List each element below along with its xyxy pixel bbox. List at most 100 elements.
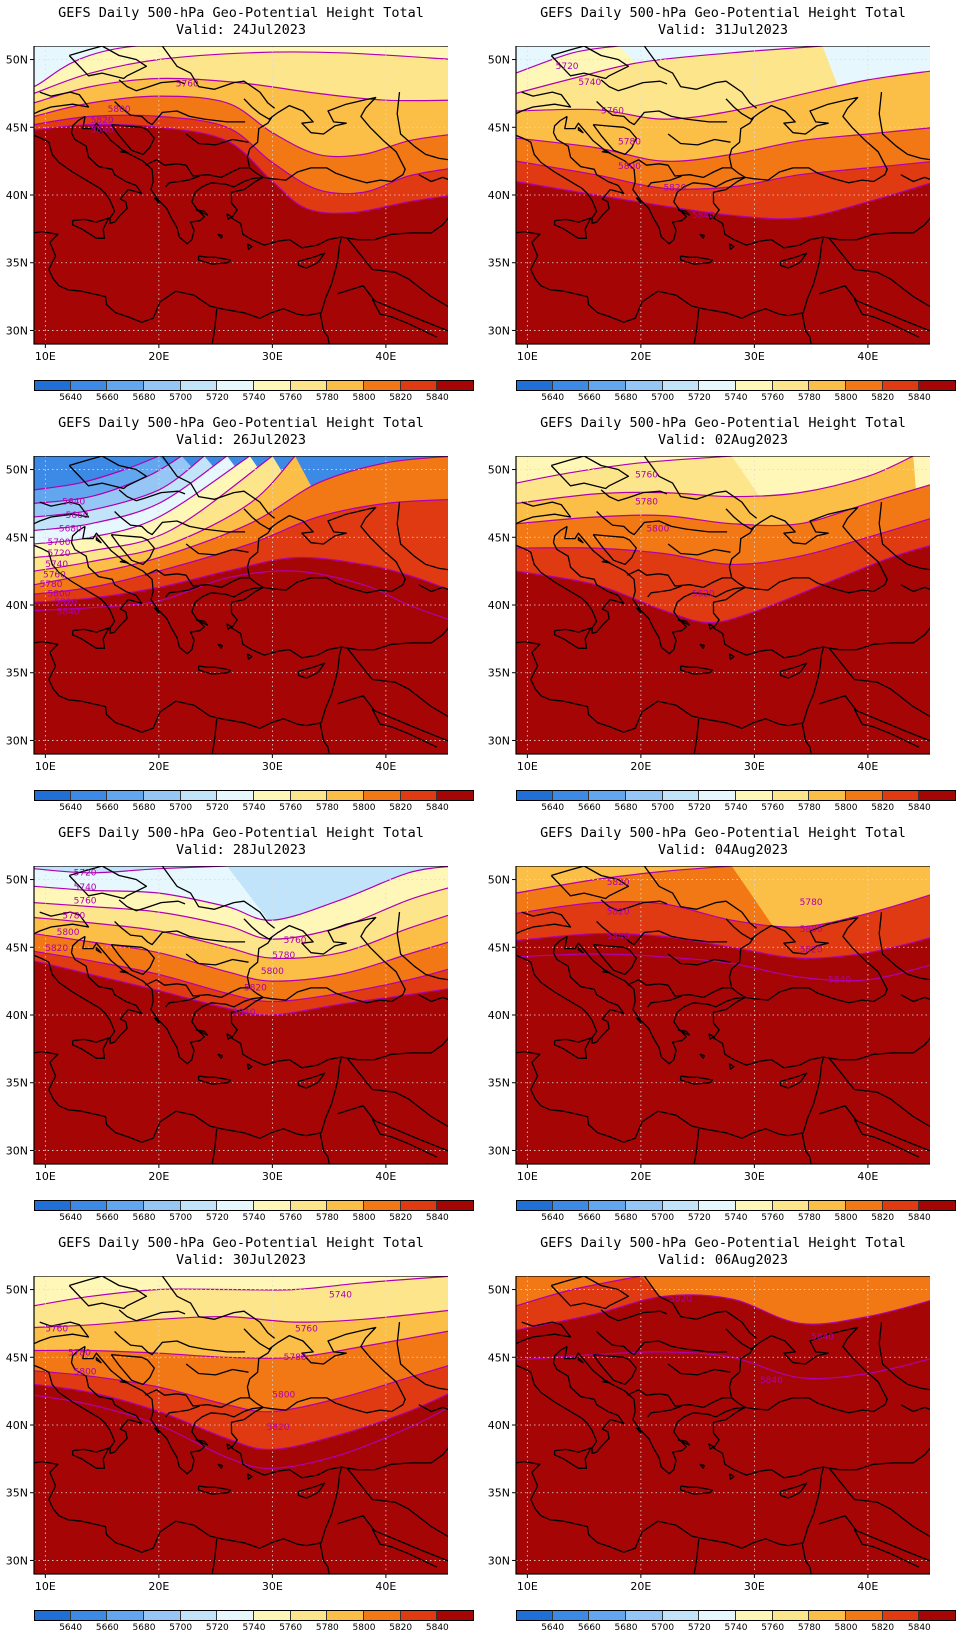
- colorbar-frame: [516, 790, 956, 801]
- contour-line-5800: [34, 933, 448, 982]
- lon-tick-label: 10E: [517, 1580, 538, 1593]
- colorbar-swatch: [699, 1610, 736, 1621]
- colorbar-label: 5840: [425, 393, 449, 403]
- colorbar-label: 5700: [169, 1623, 193, 1633]
- contour-line-5740: [516, 46, 619, 74]
- contour-label: 5720: [556, 62, 579, 72]
- contour-label: 5740: [329, 1290, 352, 1300]
- lat-tick-label: 40N: [6, 1009, 28, 1022]
- colorbar-swatch: [846, 380, 883, 391]
- contour-line-5740: [34, 456, 251, 545]
- colorbar-swatch: [254, 790, 291, 801]
- colorbar-swatch: [364, 790, 401, 801]
- colorbar-swatch: [290, 1200, 328, 1211]
- lat-tick-label: 35N: [488, 257, 510, 270]
- lon-tick-label: 30E: [262, 1580, 283, 1593]
- colorbar-swatch: [364, 380, 401, 391]
- colorbar-swatch: [70, 790, 108, 801]
- lat-tick-label: 35N: [6, 1487, 28, 1500]
- colorbar-label: 5820: [871, 393, 895, 403]
- colorbar-swatch: [626, 790, 663, 801]
- colorbar-label: 5740: [242, 1623, 266, 1633]
- panel-title: GEFS Daily 500-hPa Geo-Potential Height …: [58, 825, 424, 841]
- contour-line-5860: [34, 1394, 448, 1469]
- colorbar-swatch: [70, 1200, 108, 1211]
- colorbar-swatch: [516, 380, 553, 391]
- contour-label: 5760: [601, 107, 624, 117]
- lon-tick-label: 30E: [744, 1580, 765, 1593]
- colorbar-swatch: [516, 1200, 553, 1211]
- colorbar-label: 5640: [59, 393, 83, 403]
- colorbar-swatch: [552, 790, 590, 801]
- lat-tick-label: 50N: [488, 874, 510, 887]
- colorbar-swatch: [217, 1200, 254, 1211]
- lat-tick-label: 50N: [488, 1284, 510, 1297]
- map-panel: GEFS Daily 500-hPa Geo-Potential Height …: [482, 0, 964, 410]
- colorbar-label: 5820: [389, 1213, 413, 1223]
- contour-line-5820: [516, 894, 930, 928]
- contour-line-5820: [516, 1276, 642, 1307]
- colorbar-swatch: [254, 380, 291, 391]
- contour-label: 5640: [62, 498, 85, 508]
- lon-tick-label: 10E: [35, 760, 56, 773]
- contour-label: 5840: [811, 1332, 834, 1342]
- lon-tick-label: 20E: [148, 760, 169, 773]
- contour-label: 5820: [91, 116, 114, 126]
- colorbar-swatch: [34, 1610, 71, 1621]
- contour-label: 5720: [48, 549, 71, 559]
- colorbar-swatch: [772, 380, 810, 391]
- colorbar-swatch: [364, 1610, 401, 1621]
- lat-tick-label: 30N: [6, 734, 28, 747]
- colorbar-label: 5800: [352, 803, 376, 813]
- lat-tick-label: 40N: [488, 599, 510, 612]
- panel-valid-date: Valid: 26Jul2023: [175, 432, 307, 448]
- colorbar-swatch: [400, 380, 438, 391]
- colorbar-label: 5680: [132, 393, 156, 403]
- colorbar-swatch: [772, 790, 810, 801]
- contour-label: 5780: [272, 951, 295, 961]
- contour-label: 5760: [74, 897, 97, 907]
- colorbar-label: 5820: [871, 1623, 895, 1633]
- lat-tick-label: 35N: [6, 257, 28, 270]
- lat-tick-label: 40N: [6, 1419, 28, 1432]
- colorbar-swatch: [34, 790, 71, 801]
- colorbar-label: 5780: [315, 1213, 339, 1223]
- colorbar-label: 5780: [797, 803, 821, 813]
- contour-line-5820: [34, 114, 448, 195]
- colorbar-swatch: [327, 1200, 364, 1211]
- panel-valid-date: Valid: 28Jul2023: [175, 842, 307, 858]
- lon-tick-label: 10E: [517, 760, 538, 773]
- lat-tick-label: 40N: [488, 189, 510, 202]
- colorbar-label: 5740: [242, 1213, 266, 1223]
- colorbar-swatch: [662, 790, 700, 801]
- contour-line-5740: [34, 866, 448, 921]
- colorbar-swatch: [662, 380, 700, 391]
- lon-tick-label: 20E: [630, 1170, 651, 1183]
- lat-tick-label: 45N: [488, 1351, 510, 1364]
- colorbar-label: 5720: [687, 1623, 711, 1633]
- lat-tick-label: 50N: [6, 874, 28, 887]
- colorbar-swatch: [552, 380, 590, 391]
- lon-tick-label: 40E: [857, 1580, 878, 1593]
- colorbar-swatch: [217, 1610, 254, 1621]
- colorbar-swatch: [70, 1610, 108, 1621]
- contour-line-5780: [516, 70, 930, 120]
- colorbar-label: 5720: [205, 393, 229, 403]
- height-map: 5820 5840 5840 50N 45N 40N 35N 30N 10E 20E 30E 40E: [488, 1276, 930, 1593]
- colorbar-label: 5680: [614, 393, 638, 403]
- lon-tick-label: 40E: [375, 350, 396, 363]
- colorbar-swatch: [882, 1610, 920, 1621]
- lat-tick-label: 40N: [488, 1009, 510, 1022]
- colorbar-swatch: [882, 1200, 920, 1211]
- colorbar-swatch: [254, 1610, 291, 1621]
- lat-tick-label: 35N: [488, 1077, 510, 1090]
- contour-label: 5760: [43, 571, 66, 581]
- contour-line-5780: [34, 914, 448, 959]
- colorbar-label: 5820: [871, 1213, 895, 1223]
- colorbar-swatch: [699, 380, 736, 391]
- colorbar-swatch: [217, 380, 254, 391]
- colorbar-label: 5840: [425, 803, 449, 813]
- colorbar-label: 5680: [614, 1213, 638, 1223]
- colorbar-label: 5720: [205, 1213, 229, 1223]
- contour-line-5840: [34, 1383, 448, 1451]
